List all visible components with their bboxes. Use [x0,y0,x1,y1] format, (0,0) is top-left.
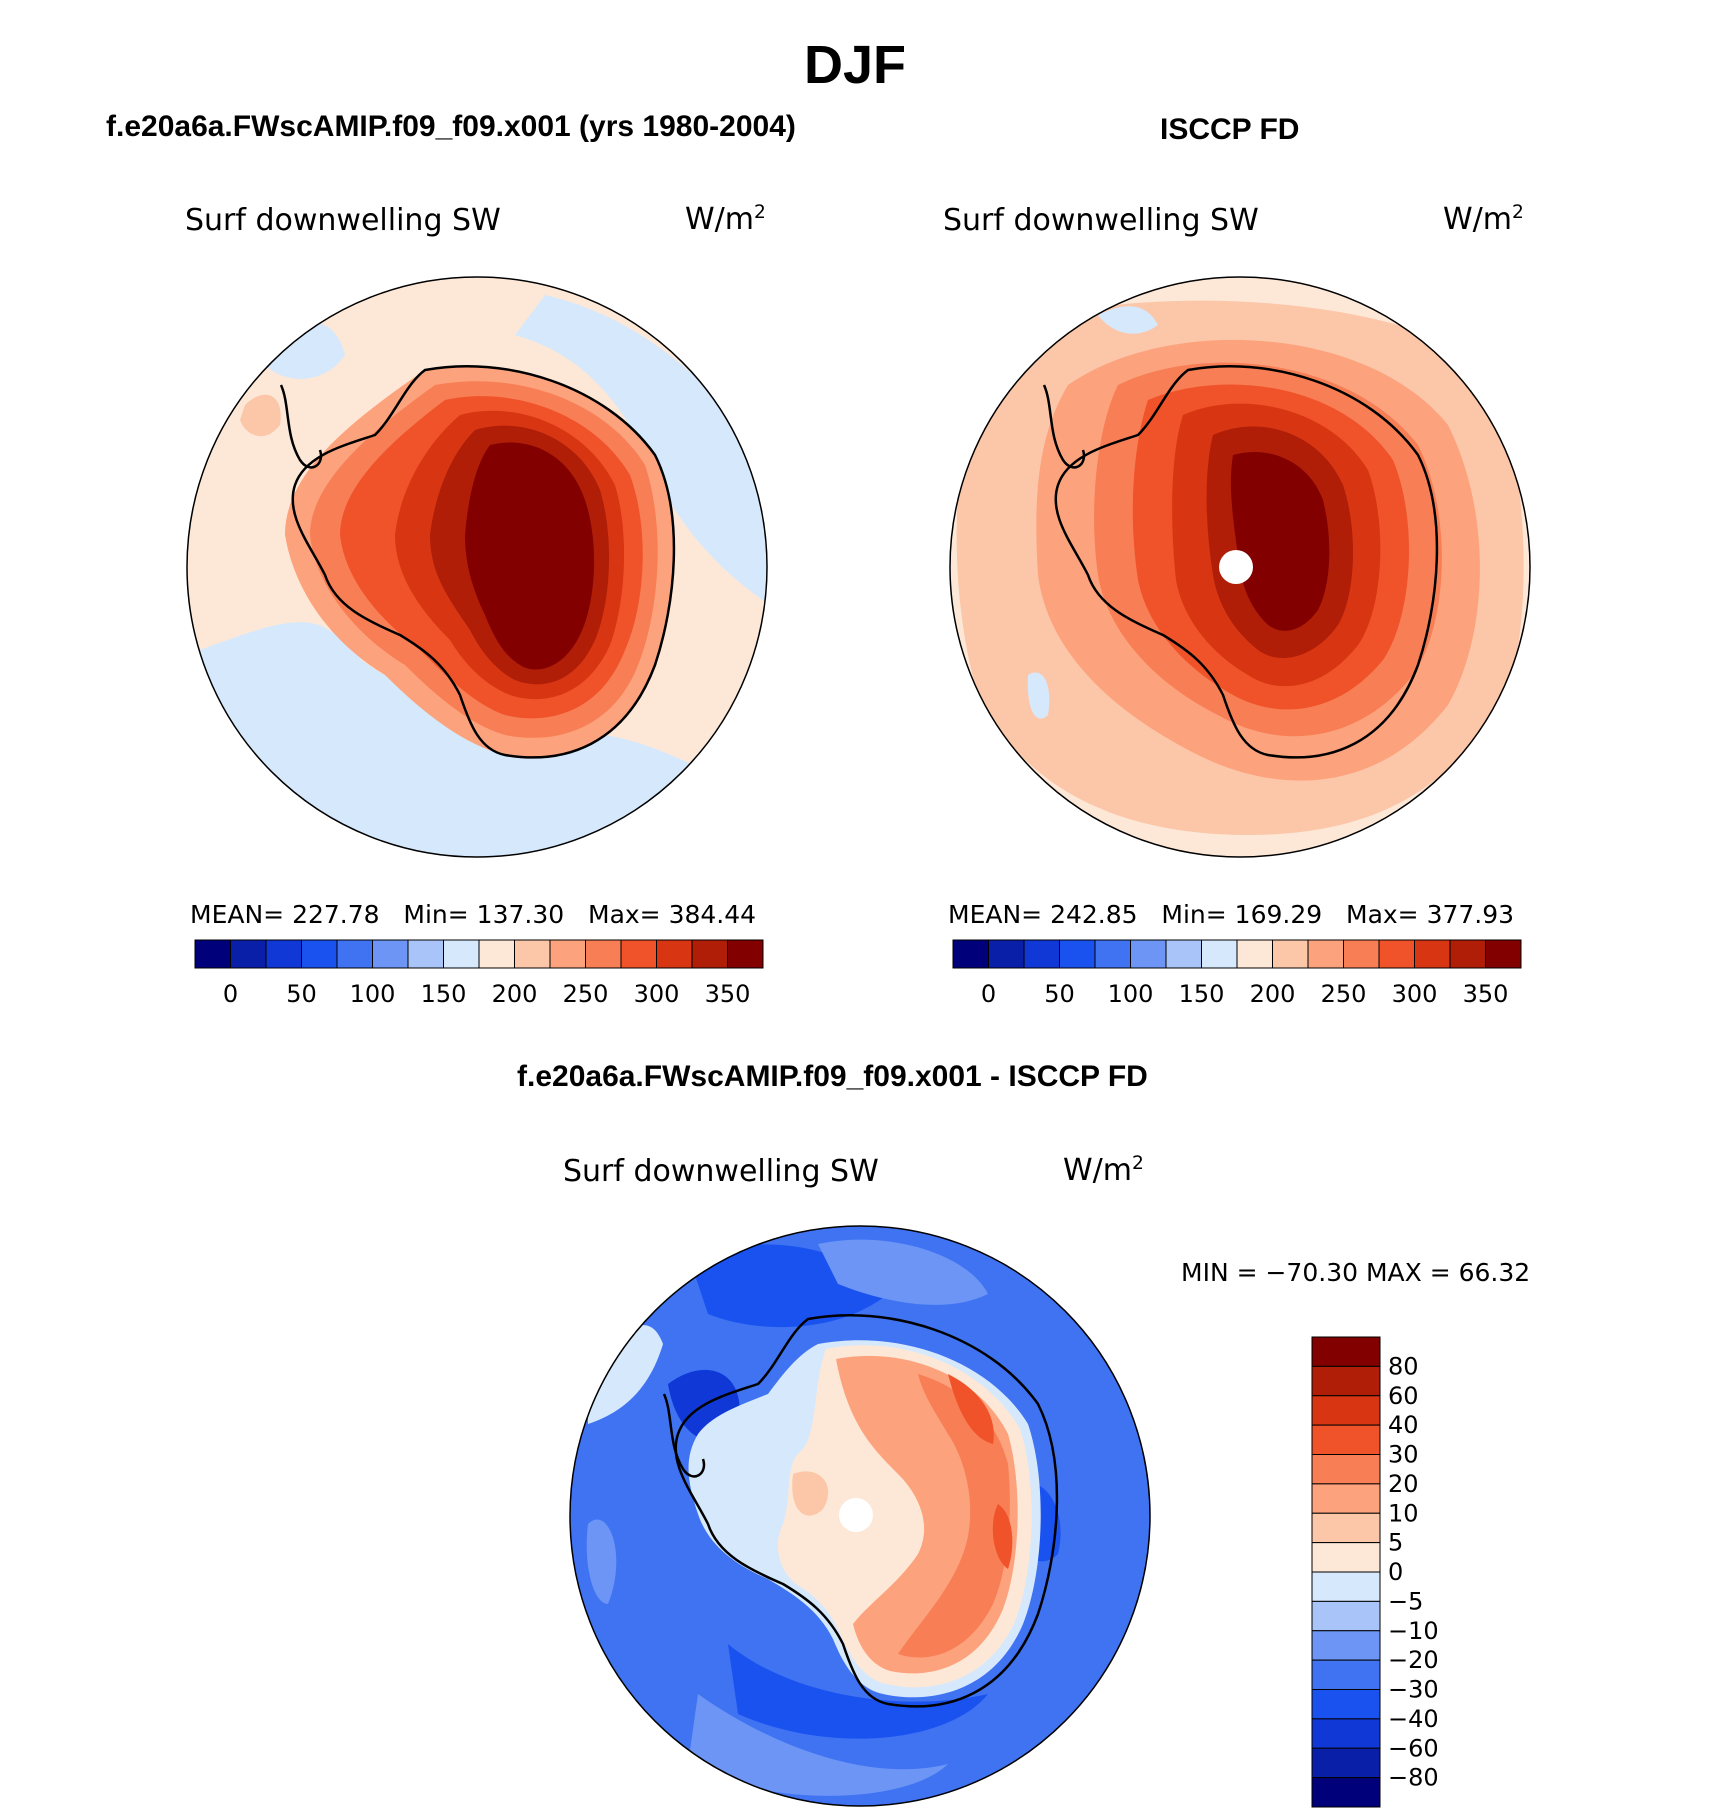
diff-colorbar-swatch [1311,1336,1381,1367]
panel-1-colorbar-swatch [372,939,409,969]
panel-2-colorbar-swatch [1165,939,1202,969]
diff-colorbar-level-label: −30 [1388,1676,1439,1704]
diff-colorbar-level-label: −5 [1388,1587,1423,1615]
panel-2-colorbar-tick-label: 0 [981,980,996,1008]
panel-1-variable: Surf downwelling SW [185,203,501,238]
diff-colorbar-level-label: 5 [1388,1529,1403,1557]
diff-colorbar-level-label: −80 [1388,1764,1439,1792]
panel-2-colorbar-swatch [1236,939,1273,969]
panel-1-stats: MEAN= 227.78 Min= 137.30 Max= 384.44 [190,900,757,929]
diff-map [569,1225,1151,1807]
panel-2-map [949,276,1531,858]
panel-2-colorbar-swatch [1023,939,1060,969]
panel-2-colorbar-swatch [1059,939,1096,969]
panel-2-header: ISCCP FD [1160,113,1300,146]
panel-2-colorbar-swatch [952,939,989,969]
panel-1-colorbar-swatch [514,939,551,969]
diff-colorbar-level-label: 80 [1388,1352,1419,1380]
diff-panel-units: W/m2 [1063,1153,1144,1188]
panel-2-colorbar-swatch [1485,939,1522,969]
diff-colorbar-swatch [1311,1512,1381,1544]
panel-2-variable: Surf downwelling SW [943,203,1259,238]
panel-1-colorbar-swatch [691,939,728,969]
diff-colorbar-swatch [1311,1600,1381,1632]
panel-1-map [186,276,768,858]
panel-2-colorbar-tick-label: 300 [1392,980,1438,1008]
panel-1-colorbar-swatch [194,939,231,969]
diff-colorbar-level-label: 60 [1388,1382,1419,1410]
panel-2-colorbar-swatch [1378,939,1415,969]
panel-2-colorbar: 0 50 100 150 200 250 300 350 [952,939,1522,1008]
panel-2-colorbar-tick-label: 50 [1044,980,1075,1008]
diff-colorbar-swatch [1311,1630,1381,1661]
diff-colorbar-swatch [1311,1424,1381,1455]
diff-panel-header: f.e20a6a.FWscAMIP.f09_f09.x001 - ISCCP F… [517,1060,1148,1093]
diff-colorbar-level-label: −60 [1388,1734,1439,1762]
panel-1-colorbar-tick-label: 0 [223,980,238,1008]
panel-1-colorbar-tick-label: 150 [421,980,467,1008]
diff-colorbar-swatch [1311,1659,1381,1690]
diff-colorbar-swatch [1311,1777,1381,1808]
panel-2-colorbar-swatch [1414,939,1451,969]
panel-2-units: W/m2 [1443,202,1524,237]
panel-2-colorbar-tick-label: 150 [1179,980,1225,1008]
panel-2-colorbar-swatch [1272,939,1309,969]
diff-colorbar-level-label: 20 [1388,1470,1419,1498]
diff-colorbar-swatch [1311,1395,1381,1426]
panel-1-colorbar-swatch [265,939,302,969]
diff-colorbar-level-label: 10 [1388,1499,1419,1527]
panel-1-colorbar-swatch [549,939,586,969]
diff-colorbar-swatch [1311,1483,1381,1514]
panel-1-colorbar-swatch [230,939,267,969]
panel-2-colorbar-swatch [988,939,1025,969]
diff-colorbar-swatch [1311,1718,1381,1749]
panel-2-colorbar-swatch [1449,939,1486,969]
panel-1-colorbar-tick-label: 200 [492,980,538,1008]
figure-title: DJF [803,35,906,95]
panel-1-colorbar-swatch [727,939,764,969]
panel-1-colorbar-swatch [478,939,515,969]
panel-1-colorbar-tick-label: 100 [350,980,396,1008]
panel-2-colorbar-swatch [1130,939,1167,969]
panel-1-colorbar-swatch [301,939,338,969]
panel-2-colorbar-tick-label: 100 [1108,980,1154,1008]
panel-1-colorbar-swatch [585,939,622,969]
diff-colorbar-swatch [1311,1571,1381,1602]
diff-colorbar-swatch [1311,1454,1381,1485]
panel-2-colorbar-tick-label: 200 [1250,980,1296,1008]
diff-panel-variable: Surf downwelling SW [563,1154,879,1189]
panel-1-colorbar-tick-label: 50 [286,980,317,1008]
diff-colorbar-swatch [1311,1689,1381,1720]
diff-colorbar-swatch [1311,1365,1381,1397]
panel-1-colorbar-tick-label: 250 [563,980,609,1008]
panel-1-colorbar-swatch [620,939,657,969]
diff-colorbar-level-label: 40 [1388,1411,1419,1439]
panel-2-colorbar-swatch [1343,939,1380,969]
panel-1-colorbar-swatch [443,939,480,969]
panel-1-header: f.e20a6a.FWscAMIP.f09_f09.x001 (yrs 1980… [106,110,796,143]
diff-minmax: MIN = −70.30 MAX = 66.32 [1181,1258,1531,1287]
diff-colorbar-swatch [1311,1542,1381,1573]
panel-2-colorbar-swatch [1307,939,1344,969]
diff-colorbar-level-label: −40 [1388,1705,1439,1733]
panel-1-colorbar: 0 50 100 150 200 250 300 350 [194,939,764,1008]
diff-colorbar-level-label: 30 [1388,1441,1419,1469]
panel-1-colorbar-tick-label: 300 [634,980,680,1008]
diff-colorbar-swatch [1311,1747,1381,1779]
panel-1-colorbar-tick-label: 350 [705,980,751,1008]
panel-2-stats: MEAN= 242.85 Min= 169.29 Max= 377.93 [948,900,1515,929]
panel-1-colorbar-swatch [336,939,373,969]
panel-2-colorbar-swatch [1201,939,1238,969]
diff-colorbar-level-label: 0 [1388,1558,1403,1586]
diff-colorbar-level-label: −20 [1388,1646,1439,1674]
panel-2-colorbar-tick-label: 250 [1321,980,1367,1008]
panel-1-units: W/m2 [685,202,766,237]
panel-2-colorbar-swatch [1094,939,1131,969]
panel-1-colorbar-swatch [407,939,444,969]
panel-1-colorbar-swatch [656,939,693,969]
diff-colorbar-level-label: −10 [1388,1617,1439,1645]
panel-2-colorbar-tick-label: 350 [1463,980,1509,1008]
